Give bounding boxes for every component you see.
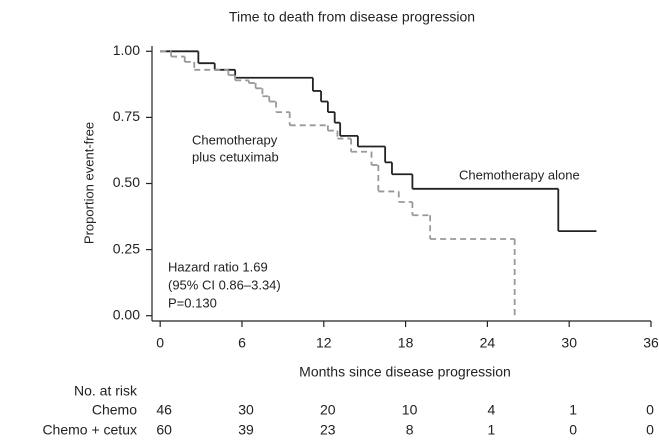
y-axis-label: Proportion event-free	[81, 122, 96, 244]
x-tick-label: 6	[238, 335, 246, 351]
annotation: Hazard ratio 1.69	[168, 259, 268, 274]
y-tick-label: 0.75	[113, 108, 140, 124]
risk-count: 46	[156, 402, 172, 418]
risk-count: 8	[406, 422, 414, 438]
y-tick-label: 0.00	[113, 306, 140, 322]
annotation: Chemotherapy	[192, 132, 278, 147]
annotation: P=0.130	[168, 295, 217, 310]
risk-count: 20	[320, 402, 336, 418]
annotation: plus cetuximab	[192, 149, 279, 164]
risk-table-title: No. at risk	[74, 383, 138, 399]
annotation: Chemotherapy alone	[459, 167, 580, 182]
risk-count: 10	[402, 402, 418, 418]
risk-count: 0	[569, 422, 577, 438]
risk-count: 60	[156, 422, 172, 438]
x-tick-label: 24	[480, 335, 496, 351]
x-tick-label: 36	[643, 335, 659, 351]
x-tick-label: 18	[398, 335, 414, 351]
risk-count: 39	[238, 422, 254, 438]
risk-count: 0	[646, 422, 654, 438]
x-tick-label: 12	[316, 335, 332, 351]
y-tick-label: 0.25	[113, 240, 140, 256]
risk-row-label: Chemo	[92, 402, 137, 418]
risk-count: 1	[487, 422, 495, 438]
x-tick-label: 30	[561, 335, 577, 351]
x-axis-label: Months since disease progression	[299, 364, 511, 380]
y-tick-label: 1.00	[113, 42, 140, 58]
risk-count: 30	[238, 402, 254, 418]
x-tick-label: 0	[156, 335, 164, 351]
risk-count: 4	[487, 402, 495, 418]
risk-row-label: Chemo + cetux	[42, 422, 137, 438]
annotation: (95% CI 0.86–3.34)	[168, 277, 281, 292]
chart-title: Time to death from disease progression	[229, 9, 475, 25]
y-tick-label: 0.50	[113, 174, 140, 190]
risk-count: 0	[646, 402, 654, 418]
risk-count: 23	[320, 422, 336, 438]
risk-count: 1	[569, 402, 577, 418]
